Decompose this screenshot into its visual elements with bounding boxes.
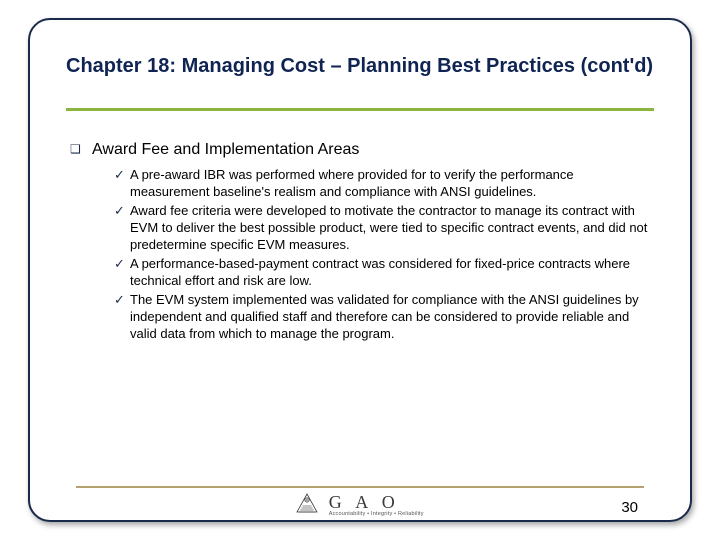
gao-logo-text: G A O Accountability • Integrity • Relia… xyxy=(329,493,424,518)
check-icon: ✓ xyxy=(114,255,130,272)
bullet-text: A performance-based-payment contract was… xyxy=(130,255,648,289)
list-item: ✓ The EVM system implemented was validat… xyxy=(114,291,648,342)
page-number: 30 xyxy=(621,499,638,516)
gao-logo: G A O Accountability • Integrity • Relia… xyxy=(294,493,426,518)
list-item: ✓ A pre-award IBR was performed where pr… xyxy=(114,166,648,200)
list-item: ✓ Award fee criteria were developed to m… xyxy=(114,202,648,253)
footer-rule xyxy=(76,486,644,488)
title-underline xyxy=(66,108,654,111)
bullet-list: ✓ A pre-award IBR was performed where pr… xyxy=(114,166,648,342)
gao-seal-icon xyxy=(296,493,318,518)
slide: Chapter 18: Managing Cost – Planning Bes… xyxy=(0,0,720,540)
gao-acronym: G A O xyxy=(329,493,424,511)
bullet-text: The EVM system implemented was validated… xyxy=(130,291,648,342)
title-box: Chapter 18: Managing Cost – Planning Bes… xyxy=(66,52,654,83)
slide-title: Chapter 18: Managing Cost – Planning Bes… xyxy=(66,54,654,79)
body-area: ❑ Award Fee and Implementation Areas ✓ A… xyxy=(70,140,648,344)
gao-tagline: Accountability • Integrity • Reliability xyxy=(329,512,424,518)
square-bullet-icon: ❑ xyxy=(70,140,92,158)
list-item: ✓ A performance-based-payment contract w… xyxy=(114,255,648,289)
check-icon: ✓ xyxy=(114,166,130,183)
bullet-text: Award fee criteria were developed to mot… xyxy=(130,202,648,253)
check-icon: ✓ xyxy=(114,202,130,219)
check-icon: ✓ xyxy=(114,291,130,308)
section-heading: Award Fee and Implementation Areas xyxy=(92,140,359,160)
section-heading-row: ❑ Award Fee and Implementation Areas xyxy=(70,140,648,160)
bullet-text: A pre-award IBR was performed where prov… xyxy=(130,166,648,200)
